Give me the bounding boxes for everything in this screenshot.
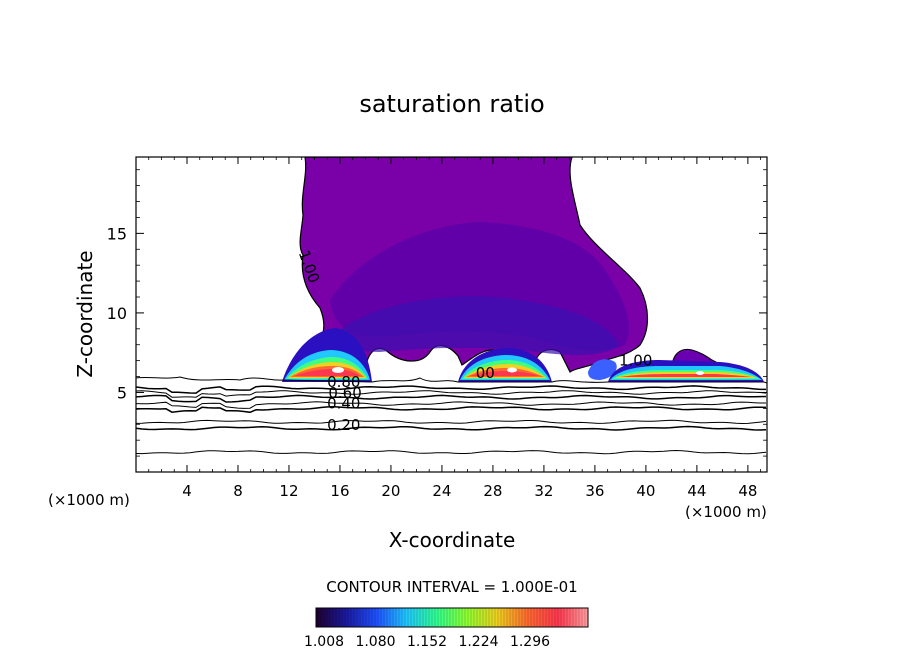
x-unit-left: (×1000 m) (48, 491, 130, 509)
contour-line (136, 394, 767, 403)
colorbar-tick-label: 1.008 (304, 634, 344, 650)
x-tick-label: 40 (636, 482, 655, 500)
contour-label: 0.40 (327, 394, 360, 412)
contour-label: 0.80 (327, 373, 360, 391)
colorbar-tick-label: 1.224 (458, 634, 498, 650)
x-tick-label: 28 (483, 482, 502, 500)
colorbar-gradient (315, 607, 589, 628)
cloud-inner-deep (340, 296, 620, 355)
chart-title: saturation ratio (359, 90, 544, 118)
contour-label: 0.60 (328, 384, 361, 402)
contour-line (136, 390, 767, 398)
y-tick-label: 10 (107, 304, 127, 323)
x-axis-label: X-coordinate (389, 528, 516, 552)
x-tick-label: 12 (279, 482, 298, 500)
contour-line (136, 406, 767, 414)
x-tick-label: 16 (330, 482, 349, 500)
x-tick-label: 32 (534, 482, 553, 500)
x-tick-label: 24 (432, 482, 451, 500)
plot-area (136, 157, 767, 455)
contour-label: 0.20 (327, 416, 360, 434)
colorbar-tick-label: 1.296 (510, 634, 550, 650)
colorbar-tick-label: 1.080 (355, 634, 395, 650)
contour-label: 00 (476, 364, 495, 382)
x-unit-right: (×1000 m) (685, 503, 767, 521)
x-axis: 4 8 12 16 20 24 28 32 36 40 44 48 (148, 157, 762, 500)
colorbar-stripes (317, 609, 586, 626)
colorbar: 1.008 1.080 1.152 1.224 1.296 (304, 607, 589, 650)
y-tick-label: 5 (117, 383, 127, 402)
y-tick-label: 15 (107, 224, 127, 243)
contour-line-near-cloud-base (136, 376, 767, 384)
contour-line (136, 419, 767, 425)
contour-line (136, 425, 767, 431)
cloud-blue-patch (588, 359, 617, 380)
contour-line (136, 385, 766, 394)
cell-left (282, 328, 372, 382)
contour-line (136, 401, 766, 409)
x-tick-label: 4 (182, 482, 192, 500)
x-tick-label: 8 (233, 482, 243, 500)
x-tick-label: 44 (687, 482, 706, 500)
contour-line (136, 449, 767, 455)
colorbar-ticks: 1.008 1.080 1.152 1.224 1.296 (304, 634, 550, 650)
colorbar-tick-label: 1.152 (407, 634, 447, 650)
cell-middle (458, 348, 552, 382)
x-tick-label: 20 (381, 482, 400, 500)
plot-frame (135, 156, 768, 473)
cell-right (608, 360, 764, 382)
contour-label: 1.00 (619, 351, 652, 369)
x-tick-label: 36 (585, 482, 604, 500)
y-axis-label: Z-coordinate (73, 250, 97, 377)
contour-interval-text: CONTOUR INTERVAL = 1.000E-01 (326, 578, 577, 596)
y-axis: 5 10 15 (107, 169, 767, 457)
subsaturation-contours (136, 385, 767, 455)
x-tick-label: 48 (738, 482, 757, 500)
